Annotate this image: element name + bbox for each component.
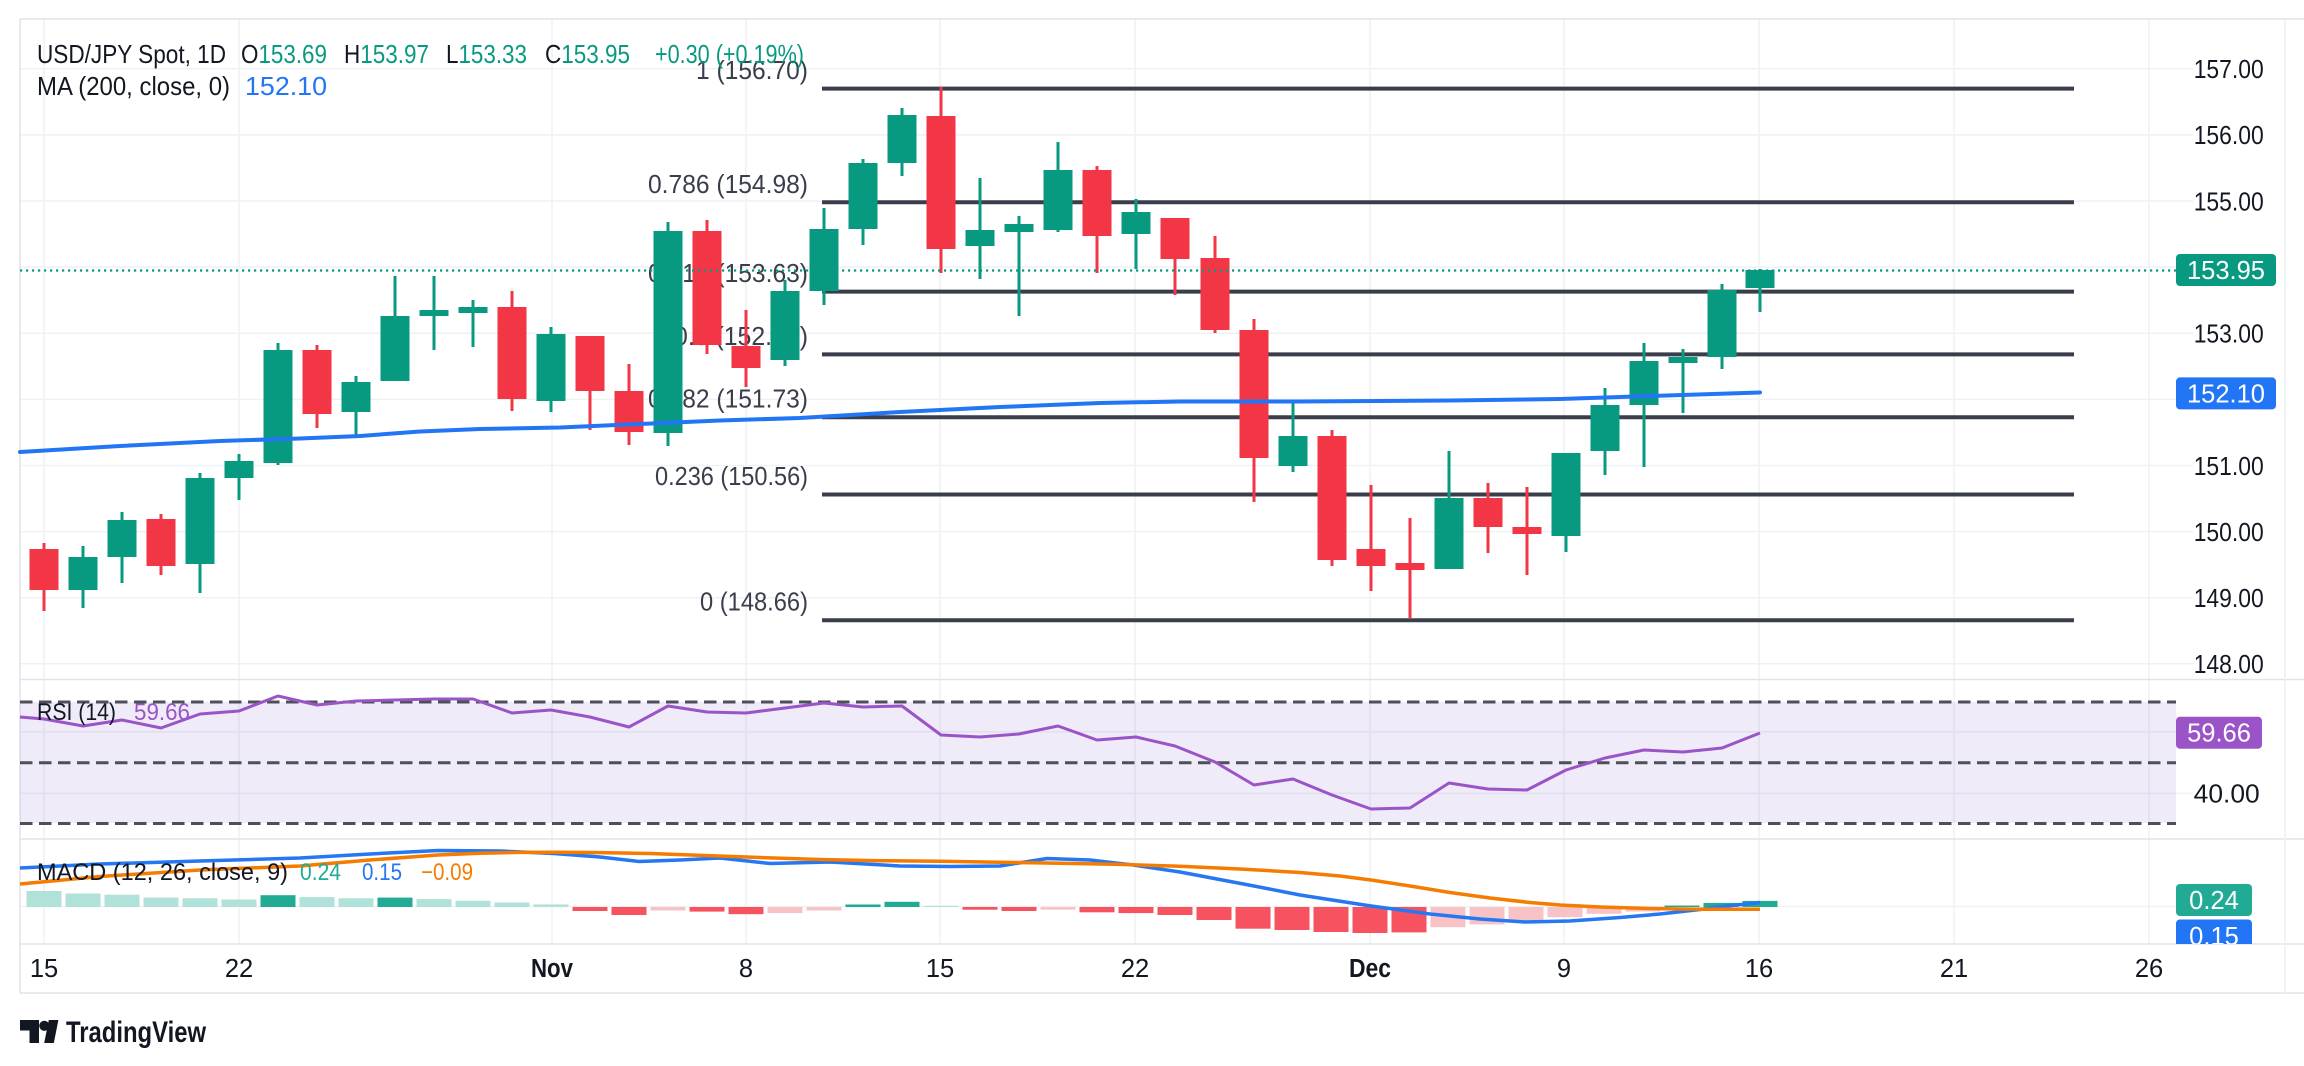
svg-text:153.00: 153.00 — [2194, 321, 2264, 349]
svg-text:Dec: Dec — [1349, 955, 1391, 983]
svg-text:0.24: 0.24 — [300, 859, 341, 886]
svg-text:L153.33: L153.33 — [446, 39, 527, 69]
svg-text:8: 8 — [739, 955, 753, 983]
svg-text:H153.97: H153.97 — [344, 39, 429, 69]
svg-text:153.95: 153.95 — [2187, 257, 2265, 285]
svg-text:157.00: 157.00 — [2194, 56, 2264, 84]
svg-text:Nov: Nov — [531, 955, 574, 983]
svg-text:0 (148.66): 0 (148.66) — [700, 587, 808, 617]
svg-text:0.236 (150.56): 0.236 (150.56) — [655, 461, 808, 491]
svg-text:156.00: 156.00 — [2194, 122, 2264, 150]
svg-text:0.786 (154.98): 0.786 (154.98) — [648, 169, 808, 199]
svg-text:155.00: 155.00 — [2194, 188, 2264, 216]
svg-text:MA (200, close, 0): MA (200, close, 0) — [37, 71, 230, 101]
svg-text:26: 26 — [2135, 955, 2163, 983]
svg-text:59.66: 59.66 — [134, 699, 190, 726]
svg-text:149.00: 149.00 — [2194, 585, 2264, 613]
svg-text:0.15: 0.15 — [362, 859, 402, 886]
svg-text:C153.95: C153.95 — [545, 39, 630, 69]
svg-text:152.10: 152.10 — [2187, 380, 2265, 408]
svg-text:16: 16 — [1745, 955, 1773, 983]
svg-text:148.00: 148.00 — [2194, 651, 2264, 679]
svg-text:9: 9 — [1557, 955, 1571, 983]
svg-text:MACD (12, 26, close, 9): MACD (12, 26, close, 9) — [37, 859, 288, 886]
svg-text:15: 15 — [926, 955, 954, 983]
svg-text:0.15: 0.15 — [2189, 923, 2239, 951]
svg-text:USD/JPY Spot, 1D: USD/JPY Spot, 1D — [37, 39, 226, 69]
svg-text:150.00: 150.00 — [2194, 519, 2264, 547]
svg-text:RSI (14): RSI (14) — [37, 699, 116, 726]
svg-text:40.00: 40.00 — [2194, 781, 2260, 809]
svg-text:1 (156.70): 1 (156.70) — [696, 55, 808, 85]
svg-text:TradingView: TradingView — [66, 1016, 207, 1049]
svg-text:151.00: 151.00 — [2194, 453, 2264, 481]
svg-text:21: 21 — [1940, 955, 1968, 983]
svg-text:O153.69: O153.69 — [241, 39, 327, 69]
svg-text:22: 22 — [1121, 955, 1149, 983]
svg-text:15: 15 — [30, 955, 58, 983]
svg-text:0.24: 0.24 — [2189, 887, 2239, 915]
svg-text:22: 22 — [225, 955, 253, 983]
svg-text:−0.09: −0.09 — [421, 859, 473, 886]
svg-text:59.66: 59.66 — [2187, 720, 2251, 748]
svg-text:152.10: 152.10 — [245, 71, 327, 101]
svg-text:+0.30 (+0.19%): +0.30 (+0.19%) — [655, 39, 804, 69]
